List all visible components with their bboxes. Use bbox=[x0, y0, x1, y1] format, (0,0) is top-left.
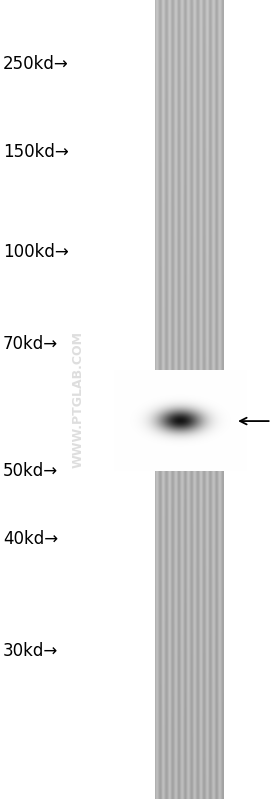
Text: 100kd→: 100kd→ bbox=[3, 243, 69, 260]
Text: 150kd→: 150kd→ bbox=[3, 143, 69, 161]
Text: 30kd→: 30kd→ bbox=[3, 642, 58, 660]
Text: 250kd→: 250kd→ bbox=[3, 55, 69, 73]
Text: 40kd→: 40kd→ bbox=[3, 531, 58, 548]
Text: 70kd→: 70kd→ bbox=[3, 335, 58, 352]
Text: WWW.PTGLAB.COM: WWW.PTGLAB.COM bbox=[72, 331, 85, 468]
Text: 50kd→: 50kd→ bbox=[3, 463, 58, 480]
